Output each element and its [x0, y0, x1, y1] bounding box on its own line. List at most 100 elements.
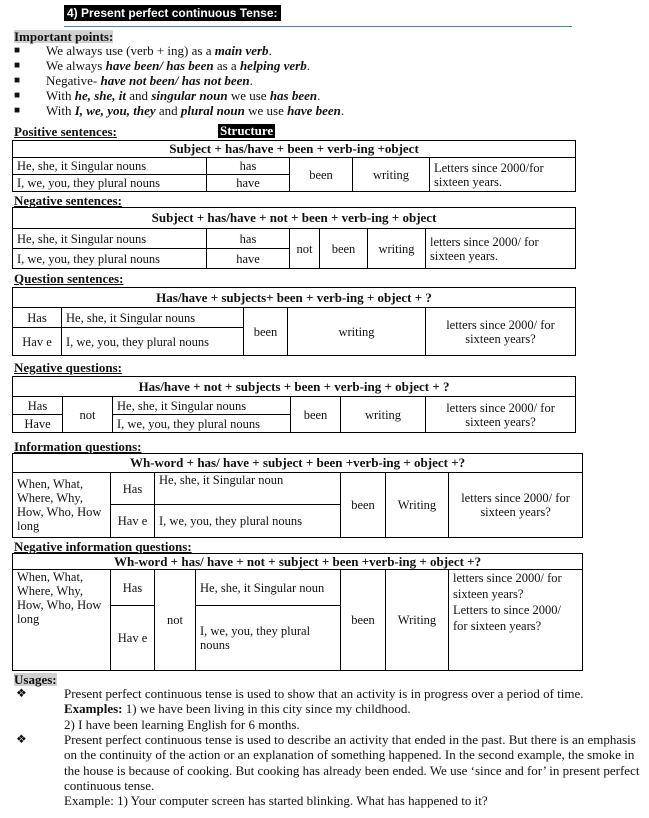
subject-singular: He, she, it Singular nouns: [12, 157, 207, 175]
not-cell: not: [289, 228, 320, 269]
aux-have: Hav e: [12, 327, 62, 356]
point-segment: .: [249, 73, 253, 88]
object-cell: letters since 2000/ for sixteen years.: [424, 228, 577, 269]
been-cell: been: [319, 228, 368, 269]
diamond-bullet-icon: ❖: [16, 732, 27, 746]
object-cell: letters since 2000/ for sixteen years? Le…: [447, 569, 584, 671]
subject-singular: He, she, it Singular nouns: [12, 228, 207, 249]
object-cell: letters since 2000/ for sixteen years?: [447, 472, 584, 538]
point-segment: have not been/ has not been: [100, 73, 250, 88]
not-cell: not: [154, 569, 196, 671]
verb-cell: writing: [340, 396, 426, 433]
point-segment: main verb: [214, 43, 269, 58]
square-bullet-icon: ■: [14, 90, 21, 101]
verb-cell: writing: [367, 228, 426, 269]
aux-has: has: [206, 228, 290, 249]
aux-have: have: [206, 174, 290, 192]
verb-cell: writing: [352, 157, 430, 192]
info-question-heading: Information questions:: [14, 439, 142, 454]
point-segment: We always use (verb + ing) as a: [46, 43, 215, 58]
aux-have: Have: [12, 414, 63, 433]
aux-have: Hav e: [110, 504, 155, 538]
square-bullet-icon: ■: [14, 45, 21, 56]
neg-question-table: Has/have + not + subjects + been + verb-…: [11, 376, 577, 433]
been-cell: been: [290, 396, 341, 433]
subject-plural: I, we, you, they plural nouns: [154, 504, 341, 538]
formula: Subject + has/have + been + verb-ing +ob…: [11, 140, 577, 158]
been-cell: been: [340, 472, 386, 538]
object-cell: letters since 2000/ for sixteen years?: [424, 307, 577, 356]
usages-heading: Usages:: [14, 672, 57, 687]
usage-2-text: Present perfect continuous tense is used…: [64, 732, 640, 793]
verb-cell: Writing: [385, 472, 449, 538]
formula: Has/have + subjects+ been + verb-ing + o…: [11, 287, 577, 308]
negative-table: Subject + has/have + not + been + verb-i…: [11, 207, 577, 269]
formula: Wh-word + has/ have + subject + been +ve…: [11, 453, 584, 473]
formula: Has/have + not + subjects + been + verb-…: [11, 376, 577, 397]
aux-has: Has: [110, 569, 155, 606]
aux-has: Has: [110, 472, 155, 505]
point-segment: and: [155, 103, 181, 118]
neg-info-question-heading: Negative information questions:: [14, 539, 192, 554]
point-segment: plural noun: [180, 103, 245, 118]
negative-heading: Negative sentences:: [14, 193, 122, 208]
been-cell: been: [340, 569, 386, 671]
subject-singular: He, she, it Singular nouns: [112, 396, 291, 415]
title-underline: [64, 26, 572, 27]
subject-plural: I, we, you, they plural nouns: [61, 327, 244, 356]
point-segment: has been: [269, 88, 318, 103]
important-point: We always use (verb + ing) as a main ver…: [46, 44, 272, 58]
subject-plural: I, we, you, they plural nouns: [195, 605, 341, 671]
aux-has: has: [206, 157, 290, 175]
formula: Subject + has/have + not + been + verb-i…: [11, 207, 577, 229]
neg-info-question-table: Wh-word + has/ have + not + subject + be…: [11, 553, 584, 671]
object-cell: Letters since 2000/for sixteen years.: [428, 157, 577, 192]
aux-have: have: [206, 248, 290, 269]
object-cell: letters since 2000/ for sixteen years?: [424, 396, 577, 433]
aux-has: Has: [12, 307, 62, 328]
point-segment: .: [268, 43, 272, 58]
example-2: 2) I have been learning English for 6 mo…: [64, 716, 300, 732]
positive-table: Subject + has/have + been + verb-ing +ob…: [11, 140, 577, 192]
point-segment: he, she, it: [74, 88, 127, 103]
important-heading: Important points:: [14, 29, 114, 44]
point-segment: Negative-: [46, 73, 101, 88]
important-point: With he, she, it and singular noun we us…: [46, 89, 320, 103]
object-line-2: Letters to since 2000/ for sixteen years…: [453, 603, 561, 633]
point-segment: I, we, you, they: [74, 103, 156, 118]
point-segment: helping verb: [239, 58, 307, 73]
square-bullet-icon: ■: [14, 75, 21, 86]
square-bullet-icon: ■: [14, 60, 21, 71]
point-segment: we use: [244, 103, 288, 118]
important-point: Negative- have not been/ has not been.: [46, 74, 253, 88]
subject-singular: He, she, it Singular noun: [195, 569, 341, 606]
important-point: With I, we, you, they and plural noun we…: [46, 104, 344, 118]
important-point: We always have been/ has been as a helpi…: [46, 59, 310, 73]
example-3: Example: 1) Your computer screen has sta…: [64, 793, 488, 809]
page-title: 4) Present perfect continuous Tense:: [64, 5, 281, 21]
point-segment: as a: [213, 58, 240, 73]
info-question-table: Wh-word + has/ have + subject + been +ve…: [11, 453, 584, 538]
point-segment: With: [46, 88, 75, 103]
examples-label: Examples:: [64, 701, 123, 717]
point-segment: .: [306, 58, 310, 73]
usage-1-text: Present perfect continuous tense is used…: [64, 686, 584, 701]
subject-plural: I, we, you, they plural nouns: [112, 414, 291, 433]
point-segment: we use: [227, 88, 270, 103]
point-segment: have been/ has been: [105, 58, 214, 73]
point-segment: singular noun: [151, 88, 228, 103]
verb-cell: writing: [287, 307, 426, 356]
square-bullet-icon: ■: [14, 105, 21, 116]
neg-question-heading: Negative questions:: [14, 360, 122, 375]
been-cell: been: [289, 157, 353, 192]
point-segment: have been: [287, 103, 341, 118]
point-segment: .: [317, 88, 321, 103]
question-table: Has/have + subjects+ been + verb-ing + o…: [11, 287, 577, 356]
positive-heading: Positive sentences:: [14, 124, 117, 139]
point-segment: We always: [46, 58, 106, 73]
subject-plural: I, we, you, they plural nouns: [12, 248, 207, 269]
been-cell: been: [243, 307, 288, 356]
example-1: 1) we have been living in this city sinc…: [122, 701, 411, 717]
aux-have: Hav e: [110, 605, 155, 671]
wh-words: When, What, Where, Why, How, Who, How lo…: [12, 472, 111, 538]
